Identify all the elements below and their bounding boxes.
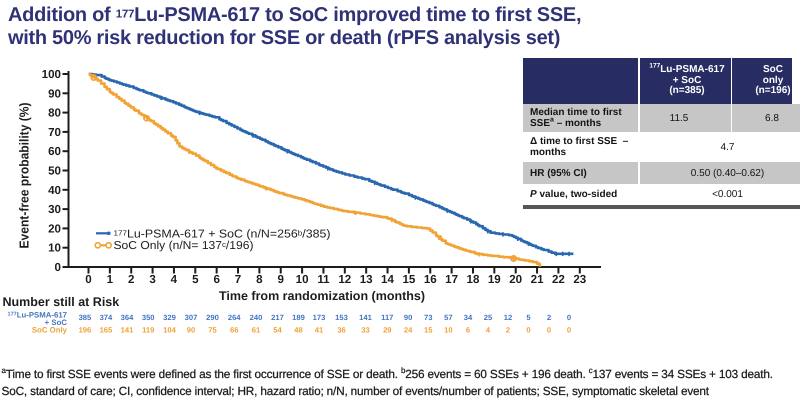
svg-text:0: 0 [526,326,530,335]
svg-text:7: 7 [235,273,241,286]
svg-text:10: 10 [48,242,61,255]
svg-text:SoC Only: SoC Only [32,325,68,334]
svg-text:33: 33 [361,326,369,335]
svg-text:Time from randomization (month: Time from randomization (months) [219,289,425,303]
svg-text:189: 189 [292,313,305,322]
svg-text:5: 5 [526,313,531,322]
svg-text:5: 5 [192,273,199,286]
svg-text:18: 18 [467,273,480,286]
svg-text:6: 6 [213,273,220,286]
svg-text:66: 66 [230,326,238,335]
svg-text:14: 14 [381,273,394,286]
svg-text:217: 217 [271,313,284,322]
svg-text:153: 153 [335,313,348,322]
svg-text:3: 3 [149,273,156,286]
svg-text:100: 100 [42,68,61,81]
svg-text:16: 16 [424,273,437,286]
svg-text:4: 4 [171,273,178,286]
svg-text:141: 141 [359,313,372,322]
svg-text:0: 0 [567,313,571,322]
svg-text:6: 6 [466,326,470,335]
svg-text:21: 21 [531,273,544,286]
svg-text:75: 75 [208,326,217,335]
svg-text:24: 24 [404,326,413,335]
svg-text:12: 12 [338,273,351,286]
svg-text:34: 34 [464,313,473,322]
svg-text:70: 70 [48,126,61,139]
svg-text:2: 2 [547,313,551,322]
svg-text:329: 329 [163,313,176,322]
svg-text:50: 50 [48,165,61,178]
svg-text:Event-free probability (%): Event-free probability (%) [17,103,32,249]
svg-text:0: 0 [85,273,91,286]
svg-text:20: 20 [48,222,61,235]
svg-text:61: 61 [252,326,261,335]
svg-text:22: 22 [552,273,565,286]
svg-text:73: 73 [424,313,432,322]
svg-text:117: 117 [381,313,393,322]
svg-text:90: 90 [48,87,61,100]
svg-text:10: 10 [444,326,452,335]
svg-text:264: 264 [228,313,241,322]
svg-text:350: 350 [142,313,155,322]
svg-text:15: 15 [402,273,415,286]
svg-text:+ SoC: + SoC [45,318,68,327]
svg-text:13: 13 [360,273,373,286]
svg-text:23: 23 [573,273,586,286]
svg-text:25: 25 [484,313,493,322]
svg-text:11: 11 [317,273,330,286]
svg-text:9: 9 [277,273,284,286]
svg-text:60: 60 [48,145,61,158]
svg-text:0: 0 [567,326,571,335]
svg-text:364: 364 [121,313,134,322]
svg-text:10: 10 [296,273,309,286]
svg-text:173: 173 [313,313,326,322]
svg-text:240: 240 [250,313,263,322]
svg-text:40: 40 [48,184,61,197]
svg-text:48: 48 [294,326,302,335]
svg-text:374: 374 [100,313,113,322]
svg-text:104: 104 [163,326,176,335]
svg-text:41: 41 [315,326,324,335]
svg-text:30: 30 [48,203,61,216]
svg-text:8: 8 [256,273,263,286]
svg-text:1: 1 [107,273,114,286]
svg-text:165: 165 [100,326,113,335]
svg-text:4: 4 [486,326,491,335]
svg-text:80: 80 [48,107,61,120]
svg-text:17: 17 [445,273,458,286]
svg-text:90: 90 [187,326,195,335]
svg-text:196: 196 [79,326,92,335]
svg-text:119: 119 [142,326,154,335]
svg-text:19: 19 [488,273,501,286]
svg-text:0: 0 [547,326,551,335]
svg-text:54: 54 [273,326,282,335]
svg-text:36: 36 [337,326,345,335]
svg-text:20: 20 [509,273,522,286]
svg-text:141: 141 [121,326,134,335]
svg-text:177Lu-PSMA-617: 177Lu-PSMA-617 [8,311,67,320]
svg-text:2: 2 [506,326,510,335]
svg-text:307: 307 [185,313,198,322]
svg-text:12: 12 [504,313,512,322]
svg-text:90: 90 [404,313,412,322]
svg-text:57: 57 [444,313,452,322]
svg-text:Number still at Risk: Number still at Risk [3,295,120,309]
svg-text:2: 2 [128,273,134,286]
svg-text:290: 290 [206,313,219,322]
svg-text:0: 0 [55,261,61,274]
svg-text:29: 29 [383,326,391,335]
svg-text:15: 15 [424,326,433,335]
svg-text:385: 385 [79,313,92,322]
